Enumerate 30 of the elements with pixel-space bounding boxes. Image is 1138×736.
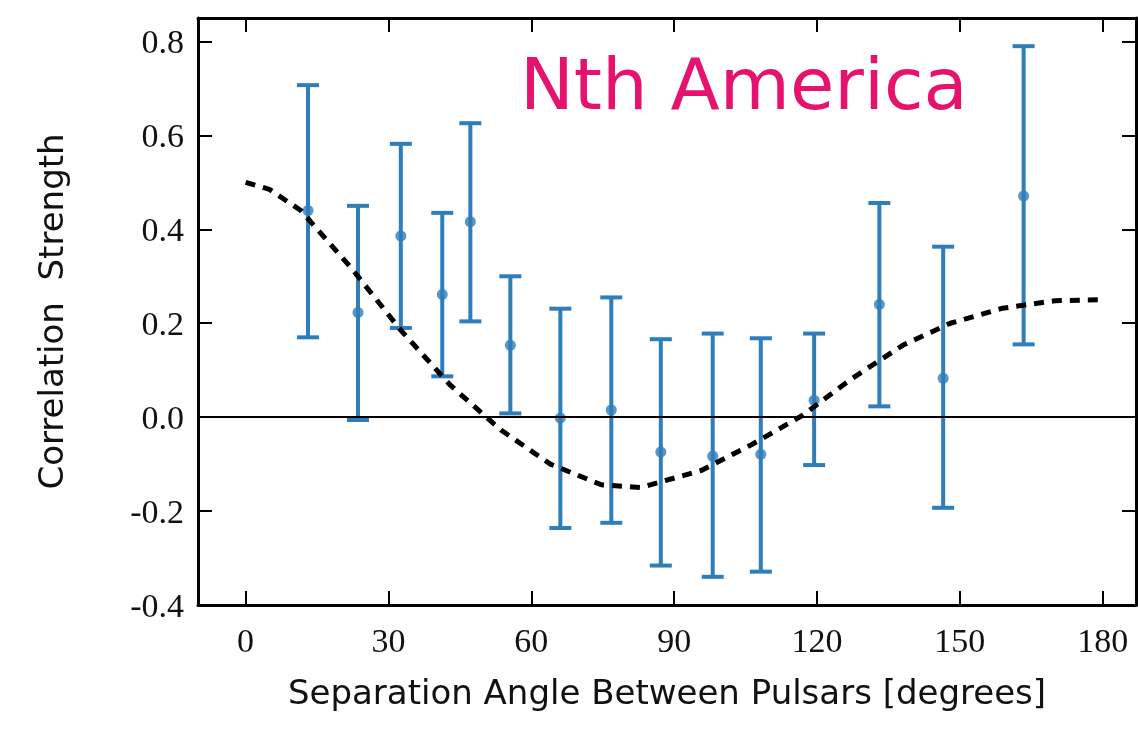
x-tick-label: 180 [1077, 621, 1129, 659]
x-tick-label: 30 [371, 621, 406, 659]
point [937, 372, 949, 384]
annotation: Nth America [520, 42, 968, 126]
y-tick-label: -0.4 [130, 586, 184, 624]
x-tick-label: 120 [791, 621, 843, 659]
point [655, 446, 667, 458]
x-tick-label: 150 [934, 621, 986, 659]
point [352, 306, 364, 318]
y-tick-label: 0.6 [141, 116, 184, 154]
x-tick-label: 0 [237, 621, 255, 659]
y-tick-label: 0.2 [141, 304, 184, 342]
x-tick-label: 60 [514, 621, 549, 659]
point [605, 404, 617, 416]
point [302, 205, 314, 217]
point [436, 289, 448, 301]
y-axis-title: Correlation Strength [31, 133, 71, 490]
point [504, 339, 516, 351]
y-tick-label: -0.2 [130, 492, 184, 530]
point [464, 216, 476, 228]
point [1018, 190, 1030, 202]
point [395, 230, 407, 242]
point [755, 448, 767, 460]
y-tick-label: 0.0 [141, 398, 184, 436]
point [873, 298, 885, 310]
point [707, 450, 719, 462]
x-axis-title: Separation Angle Between Pulsars [degrees] [287, 672, 1047, 712]
y-tick-label: 0.4 [141, 210, 184, 248]
y-tick-label: 0.8 [141, 22, 184, 60]
x-tick-label: 90 [657, 621, 692, 659]
